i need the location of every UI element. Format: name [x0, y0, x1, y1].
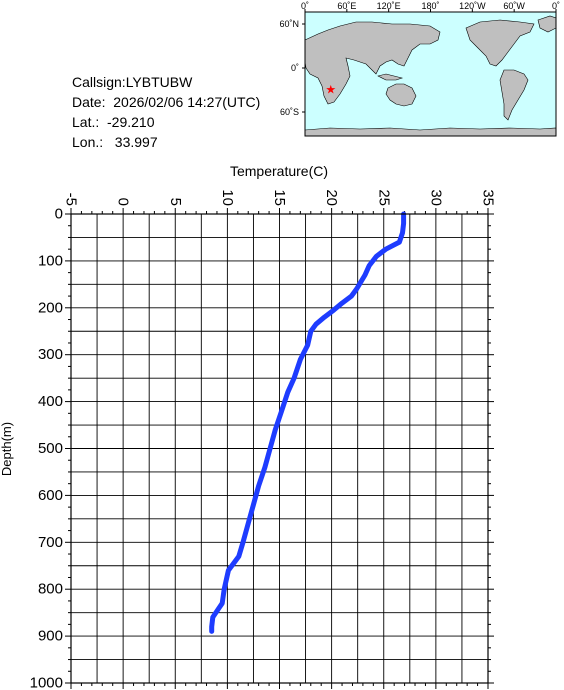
map-lat-label: 60˚S — [280, 107, 299, 117]
map-marker-layer: ★ — [325, 82, 336, 96]
map-ticks — [302, 9, 557, 113]
x-tick-label: 20 — [323, 189, 340, 206]
y-tick-label: 1000 — [30, 675, 63, 690]
temperature-profile-line — [209, 211, 407, 634]
map-lon-label: 60˚E — [337, 1, 356, 11]
y-tick-label: 500 — [38, 440, 63, 457]
map-longitude-labels: 0˚ 60˚E 120˚E 180˚ 120˚W 60˚W 0˚ — [301, 1, 560, 11]
plot-frame — [70, 213, 489, 684]
landmass-eurasia-africa — [304, 21, 441, 105]
landmass-australia — [385, 83, 417, 107]
x-tick-label: 10 — [219, 189, 236, 206]
map-latitude-labels: 60˚N 0˚ 60˚S — [279, 19, 299, 117]
y-tick-label: 200 — [38, 299, 63, 316]
x-tick-label: 5 — [167, 198, 184, 206]
grid — [70, 213, 489, 684]
x-tick-labels: -5 0 5 10 15 20 25 30 35 — [63, 189, 497, 206]
float-location-marker: ★ — [325, 82, 336, 96]
map-land — [304, 15, 557, 137]
y-tick-label: 900 — [38, 628, 63, 645]
map-lat-label: 0˚ — [291, 63, 299, 73]
longitude-label: Lon.: 33.997 — [72, 134, 158, 150]
y-tick-label: 800 — [38, 581, 63, 598]
map-lon-label: 180˚ — [421, 1, 439, 11]
y-tick-labels: 0 100 200 300 400 500 600 700 800 900 1000 — [30, 206, 63, 690]
x-tick-label: 15 — [271, 189, 288, 206]
x-tick-label: 30 — [427, 189, 444, 206]
map-lon-label: 120˚E — [377, 1, 401, 11]
map-frame: 0˚ 60˚E 120˚E 180˚ 120˚W 60˚W 0˚ 60˚N0˚60˚S ★ — [279, 1, 560, 137]
date-label: Date: 2026/02/06 14:27(UTC) — [72, 94, 261, 110]
y-axis-title: Depth(m) — [0, 422, 14, 476]
y-tick-label: 0 — [55, 206, 63, 223]
x-axis-title: Temperature(C) — [230, 163, 328, 179]
latitude-label: Lat.: -29.210 — [72, 114, 155, 130]
y-tick-label: 100 — [38, 252, 63, 269]
series-layer — [209, 211, 407, 634]
map-lon-label: 0˚ — [301, 1, 309, 11]
x-tick-label: 0 — [115, 198, 132, 206]
x-tick-label: 35 — [480, 189, 497, 206]
map-lon-label: 120˚W — [459, 1, 486, 11]
y-tick-label: 400 — [38, 393, 63, 410]
landmass-indonesia — [377, 73, 404, 81]
landmass-north-america — [465, 19, 535, 67]
callsign-label: Callsign:LYBTUBW — [72, 74, 193, 90]
map-lon-label: 0˚ — [552, 1, 560, 11]
y-tick-label: 700 — [38, 534, 63, 551]
landmass-south-america — [499, 69, 529, 121]
location-map: 0˚ 60˚E 120˚E 180˚ 120˚W 60˚W 0˚ 60˚N0˚60˚S ★ — [279, 1, 560, 137]
y-tick-label: 300 — [38, 346, 63, 363]
map-lat-label: 60˚N — [279, 19, 299, 29]
x-tick-label: -5 — [63, 193, 80, 206]
x-tick-label: 25 — [375, 189, 392, 206]
map-lon-label: 60˚W — [503, 1, 525, 11]
y-tick-label: 600 — [38, 487, 63, 504]
float-info: Callsign:LYBTUBW Date: 2026/02/06 14:27(… — [72, 72, 260, 152]
